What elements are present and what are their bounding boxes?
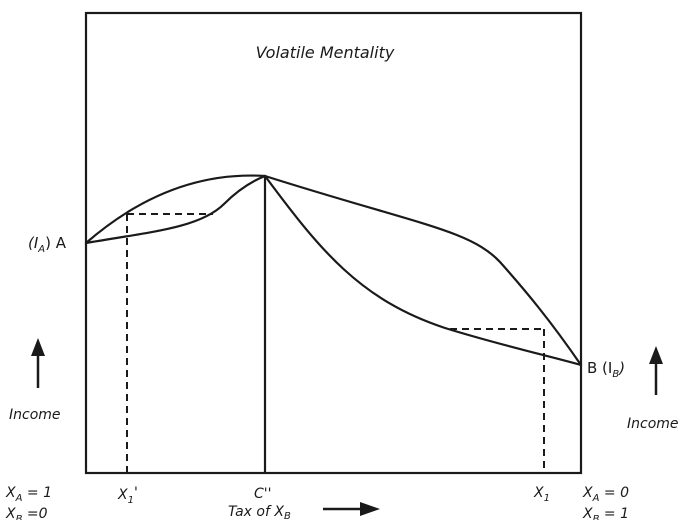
x-axis-label: Tax of XB [228,504,291,520]
corner-left-xb: XB =0 [5,506,48,520]
right-income-label: Income [627,416,679,432]
x1-prime-label: X1' [117,485,138,506]
lower-right-curve [263,174,583,367]
diagram-title: Volatile Mentality [256,43,395,62]
c-double-prime-label: C'' [254,486,271,502]
upper-left-curve [84,174,267,245]
point-b-label: B (IB) [587,359,625,380]
corner-right-xb: XB = 1 [582,506,629,520]
upper-right-curve [263,174,583,367]
x-axis-arrow-icon [323,502,380,516]
right-income-arrow-icon [649,346,663,395]
left-income-arrow-icon [31,338,45,388]
corner-left-xa: XA = 1 [5,485,52,504]
corner-right-xa: XA = 0 [582,485,629,504]
point-a-label: (IA) A [28,234,67,255]
left-income-label: Income [9,407,61,423]
lower-left-curve [84,174,267,245]
x1-label: X1 [533,485,550,504]
plot-frame [84,11,583,475]
